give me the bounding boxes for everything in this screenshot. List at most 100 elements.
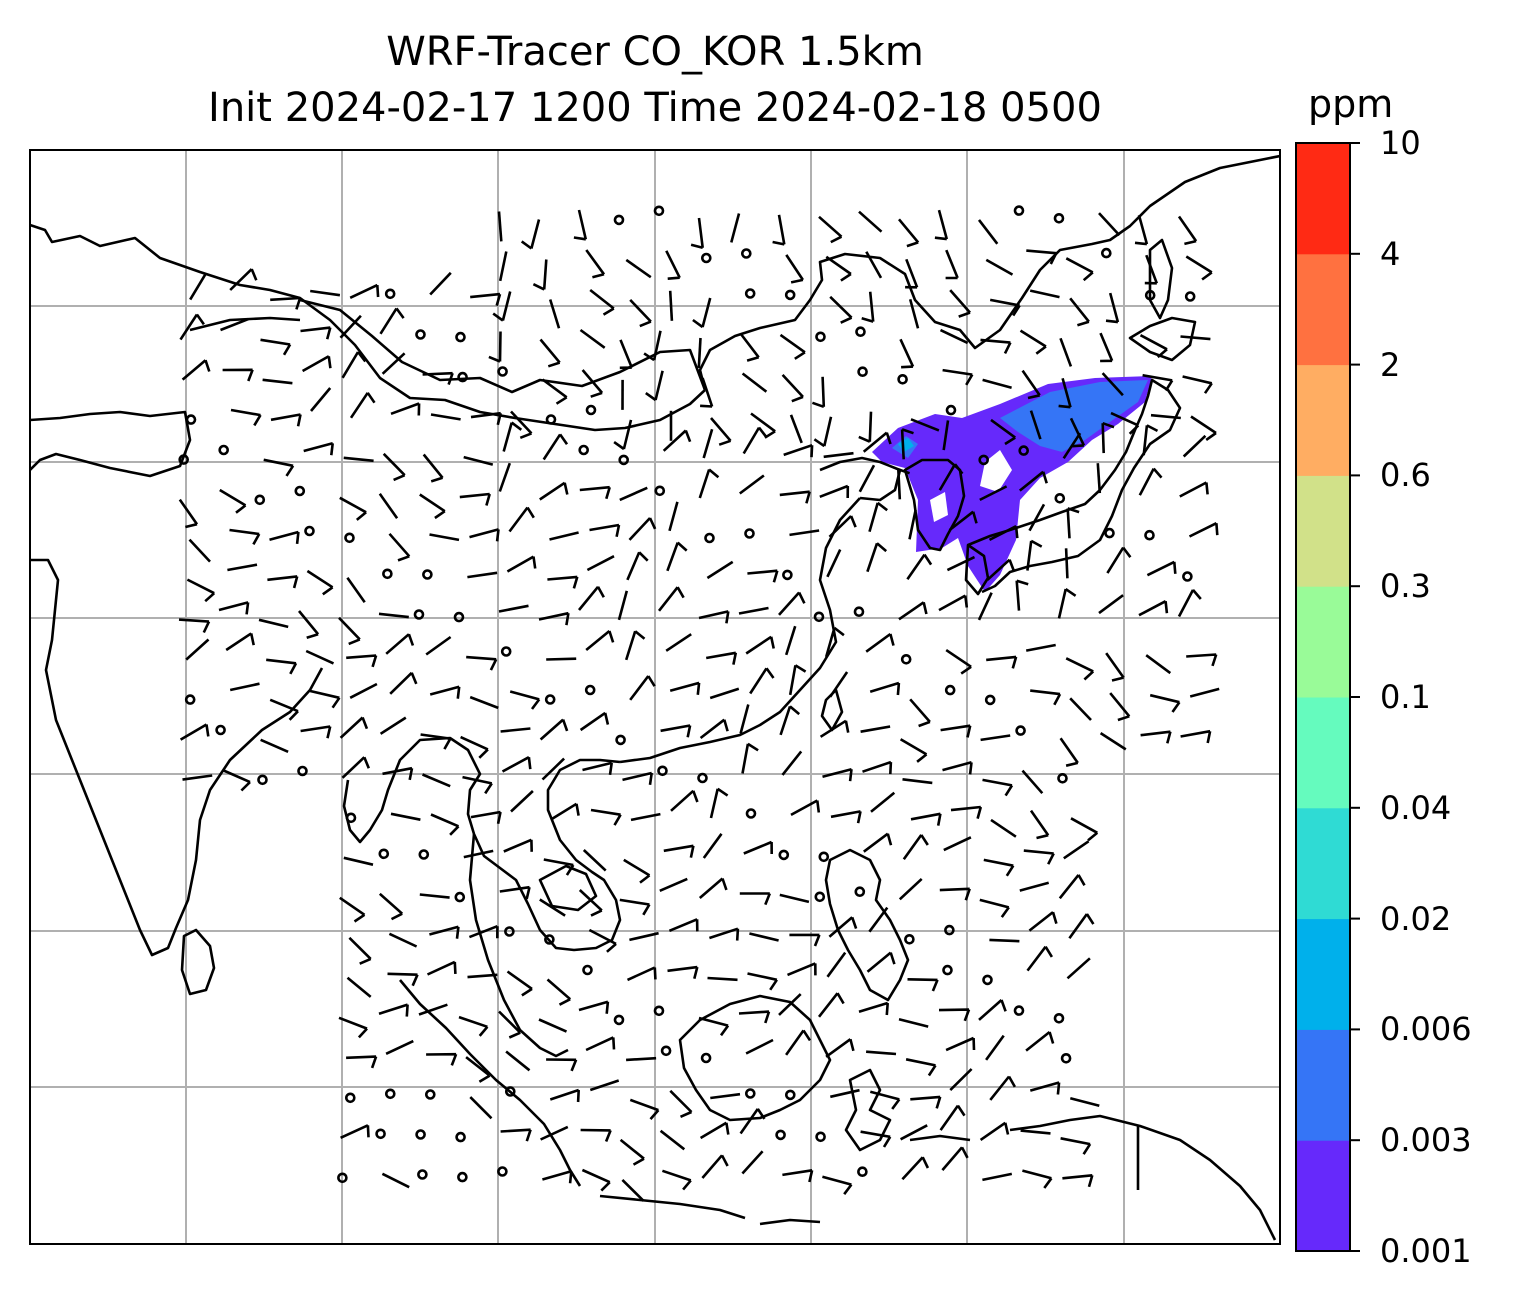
wind-barb bbox=[781, 750, 803, 776]
wind-barb bbox=[1186, 653, 1218, 667]
philippines bbox=[824, 848, 910, 1002]
calm-wind-marker bbox=[944, 924, 955, 936]
calm-wind-marker bbox=[613, 214, 625, 226]
wind-barb bbox=[1025, 1030, 1055, 1052]
wind-barb bbox=[300, 725, 332, 739]
wind-barb bbox=[539, 481, 569, 501]
wind-barb bbox=[1066, 957, 1091, 980]
calm-wind-marker bbox=[944, 684, 956, 696]
wind-barb bbox=[869, 681, 901, 696]
calm-wind-marker bbox=[294, 485, 306, 497]
calm-wind-marker bbox=[778, 849, 790, 861]
wind-barb bbox=[819, 719, 850, 738]
wind-barb bbox=[990, 818, 1017, 838]
calm-wind-marker bbox=[815, 1131, 826, 1143]
wind-barb bbox=[579, 711, 610, 732]
calm-wind-marker bbox=[378, 848, 390, 860]
calm-wind-marker bbox=[984, 694, 996, 706]
calm-wind-marker bbox=[185, 414, 197, 425]
wind-barb bbox=[1065, 657, 1095, 681]
calm-wind-marker bbox=[1144, 289, 1156, 301]
wind-barb bbox=[619, 339, 634, 370]
wind-barb bbox=[1149, 693, 1181, 713]
wind-barb bbox=[1189, 687, 1220, 698]
calm-wind-marker bbox=[218, 444, 229, 456]
wind-barb bbox=[573, 209, 588, 241]
wind-barb bbox=[1101, 421, 1115, 454]
wind-barb bbox=[465, 1056, 491, 1083]
calm-wind-marker bbox=[178, 454, 189, 465]
wind-barb bbox=[772, 214, 786, 246]
wind-barb bbox=[580, 1128, 612, 1142]
wind-barb bbox=[546, 657, 577, 661]
wind-barb bbox=[778, 591, 806, 616]
colorbar-segment-6 bbox=[1296, 475, 1350, 587]
calm-wind-marker bbox=[784, 1089, 796, 1101]
wind-barb bbox=[830, 810, 862, 824]
wind-barb bbox=[532, 259, 548, 291]
wind-barb bbox=[619, 486, 648, 502]
wind-barb bbox=[858, 411, 873, 443]
wind-barb bbox=[1029, 410, 1042, 440]
wind-barb bbox=[1144, 254, 1159, 285]
colorbar-segment-1 bbox=[1296, 1029, 1350, 1141]
wind-barb bbox=[865, 632, 895, 653]
wind-barb bbox=[657, 586, 685, 612]
wind-barb bbox=[862, 431, 892, 453]
wind-barb bbox=[346, 577, 366, 604]
calm-wind-marker bbox=[544, 934, 555, 945]
kyushu bbox=[964, 543, 990, 596]
wind-barb bbox=[778, 993, 802, 1016]
wind-barb bbox=[458, 1015, 489, 1037]
calm-wind-marker bbox=[415, 329, 426, 340]
calm-wind-marker bbox=[455, 331, 466, 343]
wind-barb bbox=[1069, 297, 1090, 327]
calm-wind-marker bbox=[297, 765, 308, 777]
wind-barbs bbox=[178, 205, 1220, 1202]
sulawesi bbox=[844, 1068, 892, 1152]
colorbar-segment-4 bbox=[1296, 697, 1350, 809]
calm-wind-marker bbox=[424, 1089, 436, 1100]
wind-barb bbox=[705, 651, 738, 665]
wind-barb bbox=[586, 555, 615, 572]
wind-barb bbox=[826, 951, 847, 978]
wind-barb bbox=[467, 973, 498, 979]
wind-barb bbox=[710, 1092, 741, 1100]
wind-barb bbox=[349, 682, 378, 699]
wind-barb bbox=[990, 418, 1016, 446]
calm-wind-marker bbox=[814, 891, 826, 903]
colorbar-segment-2 bbox=[1296, 918, 1350, 1030]
wind-barb bbox=[303, 442, 334, 456]
wind-barb bbox=[1022, 1169, 1053, 1189]
wind-barb bbox=[258, 618, 289, 629]
wind-barb bbox=[939, 1104, 966, 1131]
wind-barb bbox=[388, 532, 411, 562]
wind-barb bbox=[549, 1088, 580, 1103]
calm-wind-marker bbox=[375, 1128, 386, 1140]
calm-wind-marker bbox=[344, 532, 355, 544]
wind-barb bbox=[938, 463, 964, 491]
sri-lanka bbox=[180, 928, 216, 996]
wind-barb bbox=[385, 633, 415, 655]
india-coast bbox=[30, 410, 192, 478]
wind-barb bbox=[297, 610, 320, 640]
wind-barb bbox=[422, 371, 454, 386]
wind-barb bbox=[789, 529, 820, 537]
mongolia-border bbox=[698, 154, 1280, 391]
wind-barb bbox=[227, 563, 258, 572]
wind-barb bbox=[578, 1000, 610, 1014]
wind-barb bbox=[585, 249, 606, 279]
wind-barb bbox=[178, 618, 211, 634]
wind-barb bbox=[822, 1175, 853, 1195]
calm-wind-marker bbox=[700, 1052, 712, 1064]
wind-barb bbox=[625, 258, 652, 279]
wind-barb bbox=[1099, 732, 1127, 751]
wind-barb bbox=[667, 965, 699, 980]
wind-barb bbox=[730, 213, 741, 243]
calm-wind-marker bbox=[457, 1171, 468, 1183]
wind-barb bbox=[382, 766, 414, 781]
calm-wind-marker bbox=[504, 926, 515, 937]
wind-barb bbox=[897, 468, 911, 500]
wind-barb bbox=[306, 569, 334, 596]
calm-wind-marker bbox=[657, 765, 668, 777]
